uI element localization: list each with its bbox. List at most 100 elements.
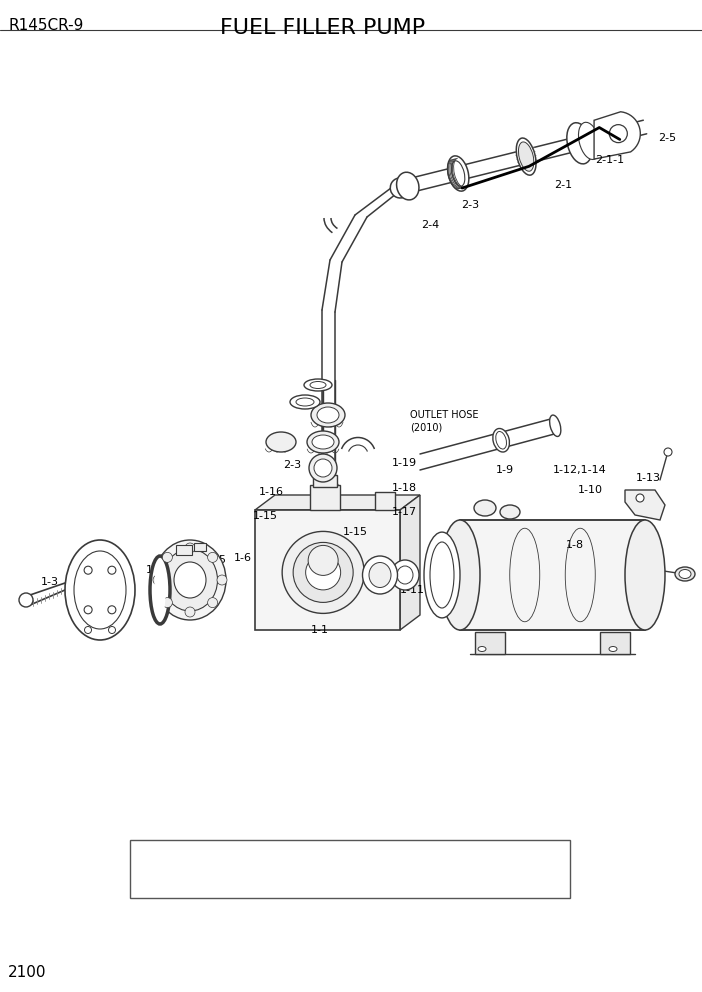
Ellipse shape — [109, 627, 116, 634]
Text: 1-10: 1-10 — [578, 485, 602, 495]
Bar — [255, 510, 400, 630]
Ellipse shape — [451, 161, 465, 186]
Ellipse shape — [679, 569, 691, 578]
Ellipse shape — [162, 553, 173, 562]
Text: 2-3: 2-3 — [283, 460, 301, 470]
Text: 1-4, 1-5, 1-6, 1-7: 1-4, 1-5, 1-6, 1-7 — [423, 877, 523, 890]
Ellipse shape — [162, 549, 218, 611]
Ellipse shape — [174, 562, 206, 598]
Polygon shape — [255, 495, 420, 510]
Ellipse shape — [664, 448, 672, 456]
Text: 1-12,1-14: 1-12,1-14 — [553, 465, 607, 475]
Ellipse shape — [493, 429, 510, 452]
Ellipse shape — [311, 403, 345, 427]
Ellipse shape — [448, 156, 469, 191]
Ellipse shape — [84, 606, 92, 614]
Text: 1-9: 1-9 — [496, 465, 514, 475]
Text: 1-6: 1-6 — [234, 553, 252, 563]
Text: 1-4: 1-4 — [187, 568, 205, 578]
Ellipse shape — [108, 566, 116, 574]
Ellipse shape — [636, 494, 644, 502]
Ellipse shape — [282, 532, 364, 613]
Ellipse shape — [516, 138, 536, 176]
Text: OUTLET HOSE: OUTLET HOSE — [410, 410, 479, 420]
Text: 2-5: 2-5 — [658, 133, 676, 143]
Text: Parts no: Parts no — [291, 847, 339, 860]
Polygon shape — [400, 495, 420, 630]
Ellipse shape — [108, 606, 116, 614]
Ellipse shape — [84, 566, 92, 574]
Ellipse shape — [320, 483, 336, 505]
Ellipse shape — [153, 575, 163, 585]
Text: Description: Description — [158, 847, 225, 860]
Ellipse shape — [74, 551, 126, 629]
Text: 2-1-1: 2-1-1 — [595, 155, 625, 165]
Ellipse shape — [390, 178, 410, 198]
Polygon shape — [594, 112, 640, 159]
Ellipse shape — [391, 560, 419, 590]
Text: 2-4: 2-4 — [421, 220, 439, 230]
Ellipse shape — [310, 382, 326, 389]
Ellipse shape — [266, 432, 296, 452]
Ellipse shape — [500, 505, 520, 519]
Bar — [600, 632, 630, 654]
Text: 1-16: 1-16 — [258, 487, 284, 497]
Text: 1-8: 1-8 — [566, 540, 584, 550]
Ellipse shape — [362, 556, 397, 594]
Text: 1-2: 1-2 — [146, 565, 164, 575]
Ellipse shape — [305, 555, 340, 590]
Ellipse shape — [317, 407, 339, 423]
Text: 1-19: 1-19 — [392, 458, 417, 468]
Ellipse shape — [308, 546, 338, 575]
Text: 1-3: 1-3 — [41, 577, 59, 587]
Text: 2100: 2100 — [8, 965, 46, 980]
Text: 1-15: 1-15 — [253, 511, 277, 521]
Ellipse shape — [185, 543, 195, 553]
Ellipse shape — [609, 647, 617, 652]
Ellipse shape — [312, 435, 334, 449]
Text: FUEL FILLER PUMP: FUEL FILLER PUMP — [220, 18, 425, 38]
Ellipse shape — [625, 520, 665, 630]
Ellipse shape — [440, 520, 480, 630]
Text: 1-17: 1-17 — [392, 507, 417, 517]
Ellipse shape — [208, 553, 218, 562]
Ellipse shape — [369, 562, 391, 587]
Text: 1-5: 1-5 — [209, 555, 227, 565]
Ellipse shape — [304, 379, 332, 391]
Ellipse shape — [309, 454, 337, 482]
Ellipse shape — [84, 627, 91, 634]
Text: 1-18: 1-18 — [392, 483, 417, 493]
Ellipse shape — [474, 500, 496, 516]
Ellipse shape — [296, 398, 314, 406]
Ellipse shape — [208, 597, 218, 608]
Ellipse shape — [307, 431, 339, 453]
Ellipse shape — [185, 607, 195, 617]
Polygon shape — [625, 490, 665, 520]
Ellipse shape — [314, 459, 332, 477]
Ellipse shape — [550, 415, 561, 436]
Ellipse shape — [290, 395, 320, 409]
Bar — [375, 492, 395, 510]
Text: (2010): (2010) — [410, 423, 442, 433]
Text: 1-15: 1-15 — [343, 527, 368, 537]
Bar — [313, 475, 337, 487]
Ellipse shape — [155, 562, 165, 618]
Text: 1-7: 1-7 — [373, 585, 391, 595]
Ellipse shape — [293, 543, 353, 602]
Ellipse shape — [675, 567, 695, 581]
Ellipse shape — [578, 122, 600, 160]
Ellipse shape — [162, 597, 173, 608]
Text: Included item: Included item — [432, 847, 514, 860]
Ellipse shape — [430, 542, 454, 608]
Bar — [194, 543, 206, 551]
Text: SERVICE KIT: SERVICE KIT — [156, 877, 227, 890]
Text: 1-1: 1-1 — [311, 625, 329, 635]
Text: 1-13: 1-13 — [635, 473, 661, 483]
Ellipse shape — [478, 647, 486, 652]
Bar — [310, 485, 340, 510]
Ellipse shape — [496, 432, 507, 449]
Ellipse shape — [397, 173, 419, 200]
Ellipse shape — [609, 125, 628, 143]
Bar — [460, 520, 645, 630]
Text: R145CR-9: R145CR-9 — [8, 18, 84, 33]
